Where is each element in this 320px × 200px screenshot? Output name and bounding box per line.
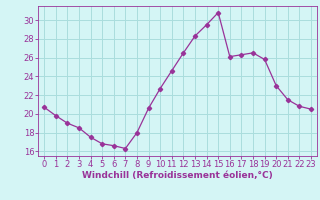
X-axis label: Windchill (Refroidissement éolien,°C): Windchill (Refroidissement éolien,°C) [82, 171, 273, 180]
